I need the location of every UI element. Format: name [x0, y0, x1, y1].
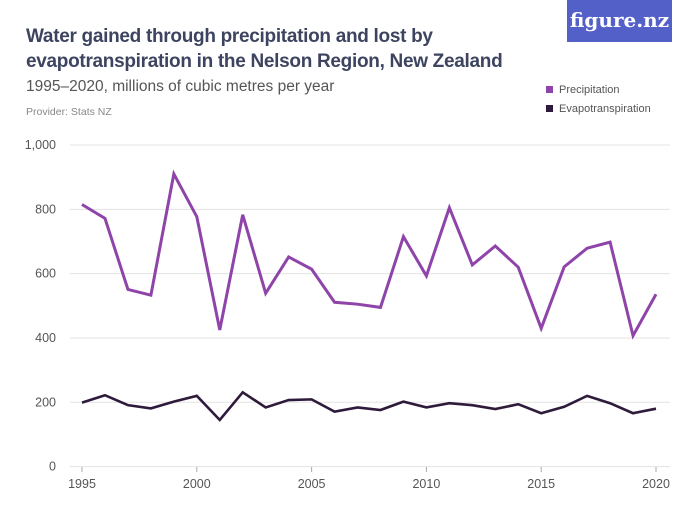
data-point-precipitation [81, 203, 84, 206]
legend-label: Evapotranspiration [559, 102, 651, 115]
y-tick-label: 800 [35, 202, 56, 216]
data-point-evapotranspiration [471, 404, 474, 407]
data-point-evapotranspiration [241, 391, 244, 394]
logo-text: figure.nz [569, 8, 670, 32]
x-tick-label: 1995 [68, 477, 96, 491]
data-point-precipitation [218, 328, 221, 331]
data-point-evapotranspiration [264, 406, 267, 409]
data-point-evapotranspiration [540, 412, 543, 415]
data-point-evapotranspiration [563, 405, 566, 408]
x-tick-label: 2005 [298, 477, 326, 491]
data-point-evapotranspiration [517, 403, 520, 406]
data-point-precipitation [264, 292, 267, 295]
y-tick-label: 400 [35, 331, 56, 345]
series-line-evapotranspiration [81, 390, 657, 422]
data-point-precipitation [586, 247, 589, 250]
data-point-evapotranspiration [218, 418, 221, 421]
data-point-evapotranspiration [425, 406, 428, 409]
data-point-precipitation [149, 294, 152, 297]
data-point-precipitation [655, 293, 658, 296]
data-point-evapotranspiration [333, 410, 336, 413]
legend-swatch-precipitation [546, 86, 553, 93]
x-tick-label: 2020 [642, 477, 670, 491]
data-point-precipitation [195, 215, 198, 218]
y-tick-label: 200 [35, 395, 56, 409]
provider-label: Provider: Stats NZ [26, 106, 112, 118]
data-point-evapotranspiration [586, 394, 589, 397]
legend-item-precipitation: Precipitation [546, 80, 651, 99]
data-point-evapotranspiration [494, 408, 497, 411]
data-point-precipitation [448, 206, 451, 209]
data-point-precipitation [471, 263, 474, 266]
data-point-precipitation [632, 334, 635, 337]
figure-nz-logo[interactable]: figure.nz [567, 0, 672, 42]
data-point-evapotranspiration [310, 398, 313, 401]
legend-label: Precipitation [559, 83, 620, 96]
data-point-precipitation [425, 274, 428, 277]
x-tick-label: 2015 [527, 477, 555, 491]
chart-subtitle: 1995–2020, millions of cubic metres per … [26, 78, 335, 95]
data-point-evapotranspiration [287, 399, 290, 402]
data-point-evapotranspiration [609, 402, 612, 405]
data-point-precipitation [517, 266, 520, 269]
chart-title: Water gained through precipitation and l… [26, 26, 503, 72]
data-point-precipitation [563, 265, 566, 268]
data-point-precipitation [241, 213, 244, 216]
data-point-evapotranspiration [655, 407, 658, 410]
legend: Precipitation Evapotranspiration [546, 80, 651, 118]
x-tick-label: 2010 [412, 477, 440, 491]
data-point-precipitation [379, 306, 382, 309]
data-point-evapotranspiration [379, 408, 382, 411]
data-point-precipitation [494, 244, 497, 247]
data-point-precipitation [172, 172, 175, 175]
data-point-precipitation [402, 235, 405, 238]
data-point-precipitation [333, 301, 336, 304]
legend-swatch-evapotranspiration [546, 105, 553, 112]
y-tick-label: 0 [49, 460, 56, 474]
data-point-precipitation [356, 303, 359, 306]
data-point-evapotranspiration [126, 404, 129, 407]
data-point-precipitation [540, 327, 543, 330]
data-point-evapotranspiration [632, 412, 635, 415]
data-point-precipitation [126, 288, 129, 291]
data-point-evapotranspiration [81, 401, 84, 404]
data-point-evapotranspiration [402, 400, 405, 403]
data-point-precipitation [103, 217, 106, 220]
data-point-evapotranspiration [195, 394, 198, 397]
legend-item-evapotranspiration: Evapotranspiration [546, 99, 651, 118]
data-point-precipitation [287, 255, 290, 258]
data-point-precipitation [310, 268, 313, 271]
data-point-evapotranspiration [103, 394, 106, 397]
data-point-evapotranspiration [172, 400, 175, 403]
data-point-evapotranspiration [448, 402, 451, 405]
y-tick-label: 600 [35, 267, 56, 281]
data-point-evapotranspiration [149, 407, 152, 410]
data-point-precipitation [609, 241, 612, 244]
series-line-precipitation [81, 169, 658, 340]
data-point-evapotranspiration [356, 406, 359, 409]
y-tick-label: 1,000 [25, 138, 56, 152]
x-tick-label: 2000 [183, 477, 211, 491]
